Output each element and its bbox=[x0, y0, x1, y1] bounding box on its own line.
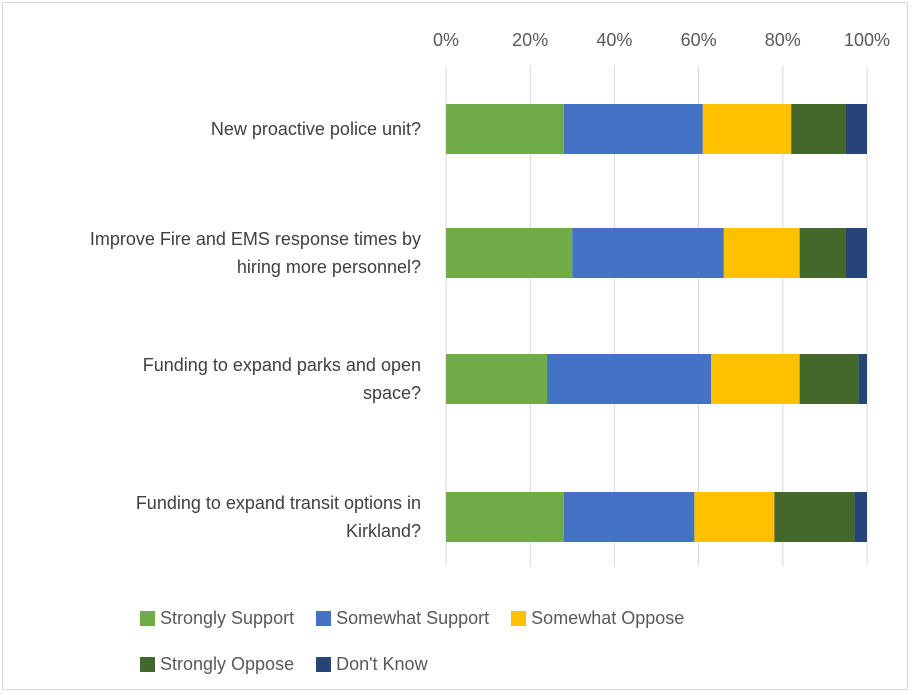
category-label: hiring more personnel? bbox=[237, 257, 421, 277]
bar-segment bbox=[446, 492, 564, 542]
legend-item-somewhat-support: Somewhat Support bbox=[316, 608, 489, 629]
x-tick-label: 60% bbox=[681, 30, 717, 50]
legend-row-2: Strongly Oppose Don't Know bbox=[140, 649, 820, 679]
x-tick-label: 40% bbox=[596, 30, 632, 50]
x-tick-label: 80% bbox=[765, 30, 801, 50]
x-tick-label: 100% bbox=[844, 30, 890, 50]
legend-swatch bbox=[140, 610, 155, 626]
bar-segment bbox=[702, 104, 792, 154]
legend-swatch bbox=[140, 656, 155, 672]
bar-segment bbox=[845, 104, 867, 154]
x-tick-label: 0% bbox=[433, 30, 459, 50]
stacked-bar-chart: 0% 20% 40% 60% 80% 100% New proactive police u… bbox=[90, 30, 890, 566]
category-label: Funding to expand transit options in bbox=[136, 493, 421, 513]
legend-item-strongly-oppose: Strongly Oppose bbox=[140, 654, 294, 675]
legend-label: Somewhat Oppose bbox=[531, 607, 685, 628]
legend-row-1: Strongly Support Somewhat Support Somewh… bbox=[140, 603, 820, 633]
legend-item-dont-know: Don't Know bbox=[316, 654, 428, 675]
bar-segment bbox=[791, 104, 846, 154]
x-tick-label: 20% bbox=[512, 30, 548, 50]
bar-segment bbox=[446, 104, 564, 154]
legend-swatch bbox=[316, 656, 332, 672]
legend-item-somewhat-oppose: Somewhat Oppose bbox=[511, 608, 684, 629]
legend-swatch bbox=[511, 610, 527, 626]
bar-segment bbox=[845, 228, 867, 278]
legend-item-strongly-support: Strongly Support bbox=[140, 608, 294, 629]
bar-segment bbox=[563, 492, 695, 542]
category-label: New proactive police unit? bbox=[211, 119, 421, 139]
bar-segment bbox=[723, 228, 800, 278]
bar-segment bbox=[774, 492, 855, 542]
bar-segment bbox=[694, 492, 775, 542]
bar-segment bbox=[563, 104, 703, 154]
legend-label: Don't Know bbox=[336, 653, 428, 674]
category-label: Funding to expand parks and open bbox=[143, 355, 421, 375]
legend-swatch bbox=[316, 610, 332, 626]
bar-segment bbox=[799, 228, 846, 278]
bar-segment bbox=[547, 354, 712, 404]
legend-label: Strongly Oppose bbox=[160, 653, 295, 674]
bar-segment bbox=[854, 492, 867, 542]
category-label: Improve Fire and EMS response times by bbox=[90, 229, 421, 249]
bar-segment bbox=[446, 354, 548, 404]
bar-segment bbox=[446, 228, 573, 278]
bar-segment bbox=[799, 354, 859, 404]
legend: Strongly Support Somewhat Support Somewh… bbox=[140, 603, 820, 695]
bar-segment bbox=[858, 354, 867, 404]
bar-segment bbox=[711, 354, 800, 404]
legend-label: Somewhat Support bbox=[336, 607, 490, 628]
category-label: Kirkland? bbox=[346, 521, 421, 541]
bar-segment bbox=[572, 228, 724, 278]
legend-label: Strongly Support bbox=[160, 607, 295, 628]
category-label: space? bbox=[363, 383, 421, 403]
